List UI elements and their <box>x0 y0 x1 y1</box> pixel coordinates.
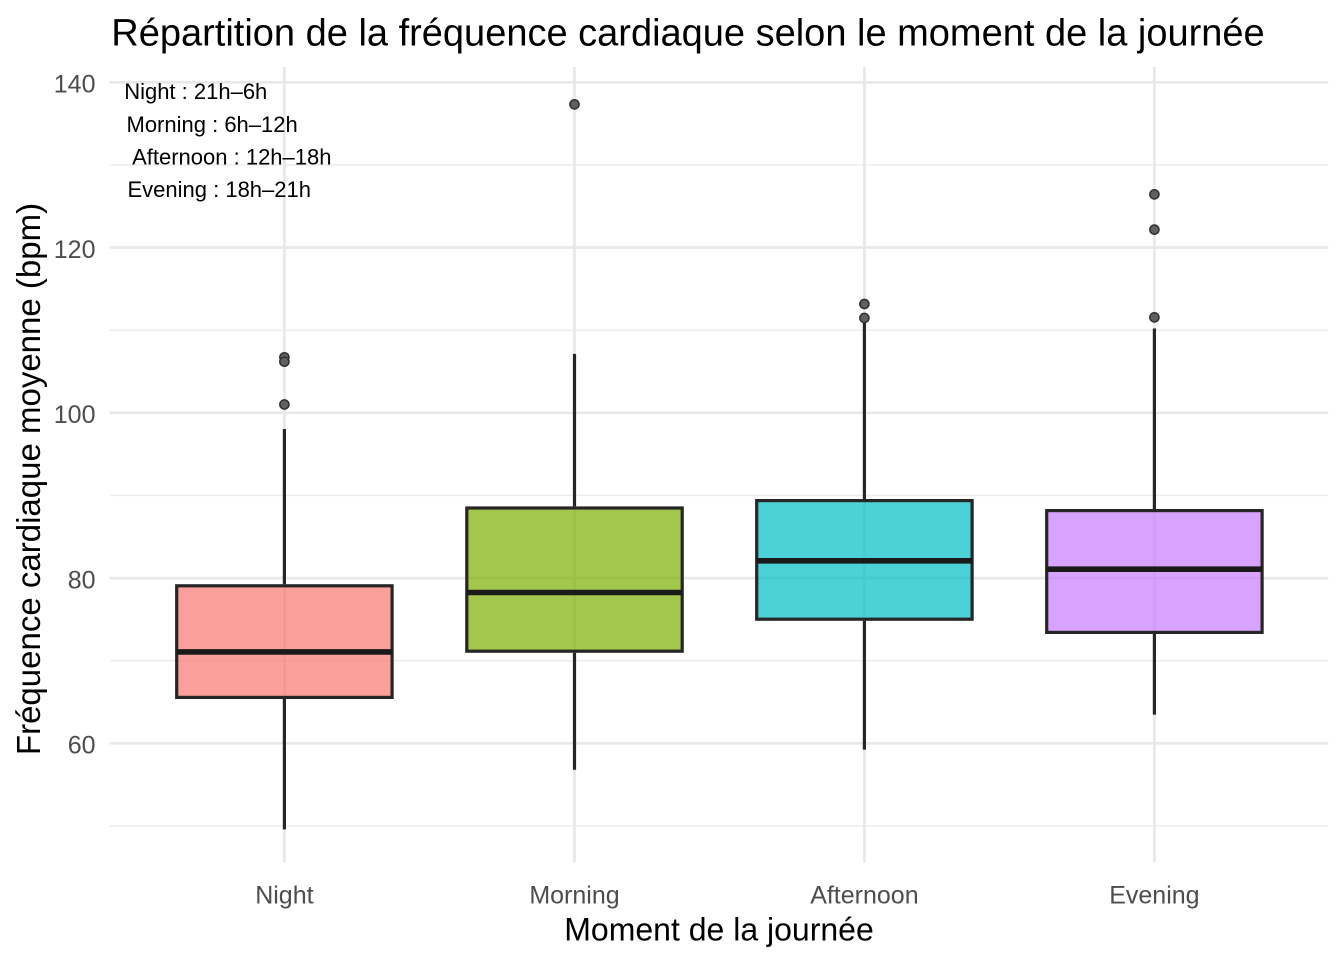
svg-text:Evening: Evening <box>1109 882 1199 910</box>
svg-text:Night: Night <box>255 882 313 910</box>
svg-text:Morning: Morning <box>529 882 619 910</box>
svg-text:Afternoon: Afternoon <box>810 882 918 910</box>
svg-text:140: 140 <box>54 71 96 99</box>
svg-text:Fréquence cardiaque moyenne (b: Fréquence cardiaque moyenne (bpm) <box>10 203 47 755</box>
svg-text:100: 100 <box>54 401 96 429</box>
svg-text:Afternoon : 12h–18h: Afternoon : 12h–18h <box>132 145 331 170</box>
svg-text:Répartition de la fréquence ca: Répartition de la fréquence cardiaque se… <box>111 13 1264 55</box>
svg-text:80: 80 <box>68 567 96 595</box>
svg-text:Night : 21h–6h: Night : 21h–6h <box>124 79 267 104</box>
svg-text:60: 60 <box>68 732 96 760</box>
svg-text:Moment de la journée: Moment de la journée <box>564 912 874 948</box>
svg-text:Evening : 18h–21h: Evening : 18h–21h <box>128 177 312 202</box>
svg-text:120: 120 <box>54 236 96 264</box>
svg-text:Morning : 6h–12h: Morning : 6h–12h <box>127 112 298 137</box>
